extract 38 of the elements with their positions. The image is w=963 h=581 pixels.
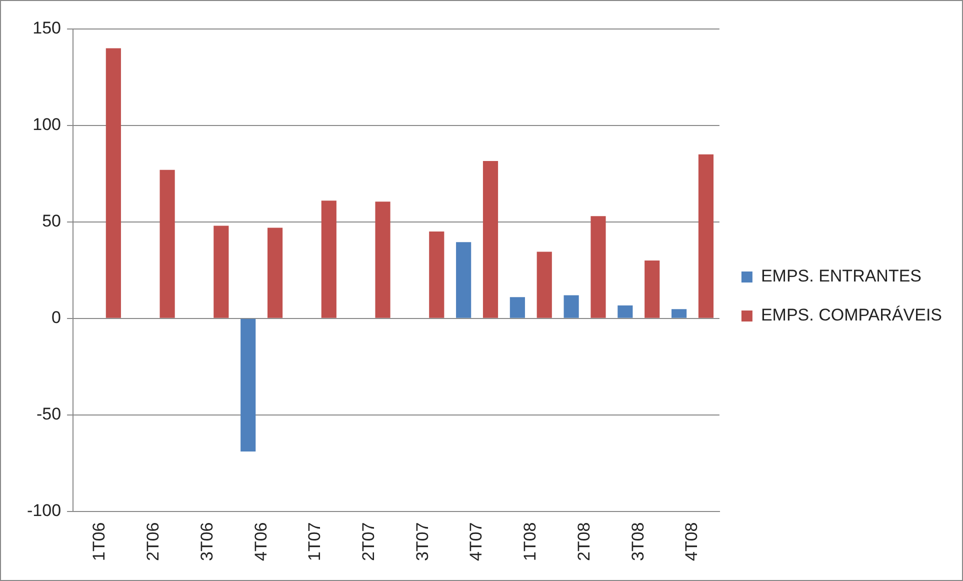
bar	[429, 232, 444, 318]
bar	[564, 295, 579, 318]
bar	[698, 154, 714, 318]
y-tick-label: -50	[36, 404, 62, 424]
bar	[510, 297, 525, 318]
y-tick-label: 100	[32, 115, 62, 134]
x-tick-label: 4T07	[466, 522, 486, 561]
legend-label: EMPS. COMPARÁVEIS	[760, 306, 942, 325]
x-tick-label: 3T08	[628, 522, 648, 561]
bar	[160, 170, 175, 318]
bar	[536, 252, 552, 318]
bar	[240, 318, 256, 452]
x-tick-label: 2T08	[574, 522, 594, 561]
bar	[482, 160, 498, 318]
bar	[214, 226, 229, 318]
x-tick-label: 4T08	[682, 522, 702, 561]
bar	[590, 216, 606, 318]
bar	[644, 260, 660, 318]
x-tick-label: 3T06	[197, 522, 216, 561]
bar	[672, 309, 687, 318]
x-tick-label: 4T06	[251, 522, 270, 561]
x-tick-label: 1T08	[520, 522, 540, 561]
x-tick-label: 1T07	[305, 522, 324, 561]
x-tick-label: 1T06	[90, 522, 109, 561]
legend-label: EMPS. ENTRANTES	[760, 266, 922, 286]
bar	[267, 228, 283, 318]
y-tick-label: -100	[26, 500, 62, 520]
y-tick-label: 0	[52, 308, 62, 328]
bar	[375, 202, 390, 318]
x-tick-label: 3T07	[412, 522, 432, 561]
bar	[456, 242, 472, 318]
bar	[618, 305, 633, 318]
x-tick-label: 2T06	[144, 522, 163, 561]
y-tick-label: 50	[42, 212, 62, 231]
bar	[321, 200, 336, 318]
bar	[106, 48, 121, 318]
x-tick-label: 2T07	[358, 522, 378, 561]
y-tick-label: 150	[32, 18, 62, 38]
